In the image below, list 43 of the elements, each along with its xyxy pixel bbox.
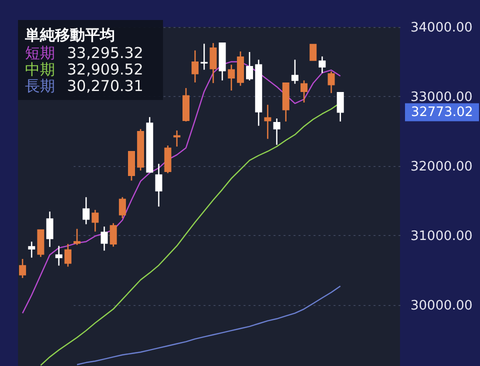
- y-tick-label: 31000.00: [410, 228, 473, 244]
- candlestick: [246, 51, 254, 82]
- candlestick: [200, 43, 208, 70]
- candlestick: [55, 245, 62, 266]
- candlestick: [46, 210, 54, 248]
- text: 短期: [25, 44, 55, 62]
- y-tick-label: 34000.00: [410, 20, 473, 36]
- candlestick: [110, 222, 117, 248]
- candlestick: [318, 56, 326, 74]
- candlestick: [74, 228, 81, 246]
- candlestick: [92, 209, 99, 232]
- candlestick: [210, 42, 217, 84]
- line-series: [76, 285, 341, 366]
- text: 中期: [25, 60, 55, 78]
- candlestick: [264, 104, 272, 140]
- candlestick: [128, 150, 135, 182]
- candlestick: [300, 80, 308, 104]
- candlestick: [64, 243, 72, 268]
- annotation: 32,909.52: [67, 60, 144, 78]
- text: 長期: [25, 77, 55, 95]
- candlestick: [228, 64, 235, 92]
- candlestick: [28, 241, 36, 258]
- candlestick: [310, 44, 317, 61]
- annotation: 30,270.31: [67, 77, 144, 95]
- candlestick: [19, 258, 26, 279]
- annotation: 33,295.32: [67, 44, 144, 62]
- y-tick-label: 33000.00: [410, 90, 473, 105]
- candlestick: [328, 70, 335, 94]
- candlestick: [273, 118, 280, 146]
- candlestick: [82, 196, 90, 225]
- candlestick: [336, 92, 344, 122]
- candlestick: [291, 59, 298, 84]
- candlestick: [118, 196, 126, 219]
- candlestick: [173, 130, 180, 148]
- line-series: [22, 61, 341, 314]
- y-tick-label: 30000.00: [410, 298, 473, 314]
- legend-title: 単純移動平均: [24, 26, 115, 44]
- candlestick: [164, 144, 172, 174]
- candlestick: [192, 50, 199, 84]
- y-tick-label: 32000.00: [410, 159, 473, 174]
- text: 32773.02: [410, 105, 474, 120]
- candlestick: [155, 163, 162, 208]
- candlestick: [100, 226, 108, 252]
